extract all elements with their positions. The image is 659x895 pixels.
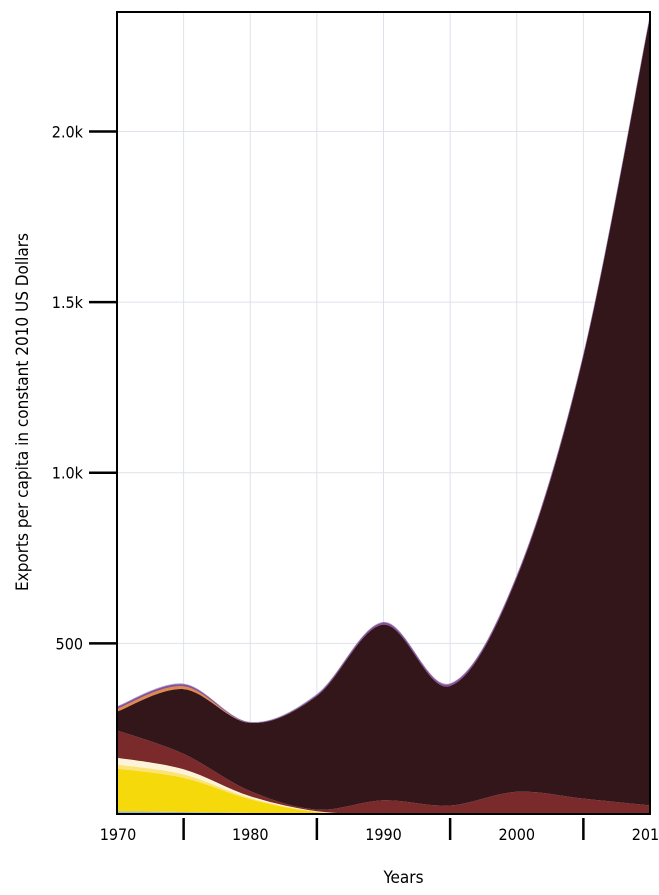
x-axis: 1970 1980 1990 2000 2010 [100, 818, 659, 844]
y-tick-label: 2.0k [52, 122, 84, 141]
x-tick-label: 1970 [100, 825, 137, 844]
y-tick-label: 1.0k [52, 464, 84, 483]
y-tick-label: 1.5k [52, 293, 84, 312]
area-series-6 [117, 17, 650, 810]
x-axis-title: Years [382, 868, 423, 888]
plot-frame [116, 11, 651, 815]
x-tick-label: 1990 [365, 825, 402, 844]
y-axis: 500 1.0k 1.5k 2.0k [52, 122, 117, 653]
y-tick-label: 500 [56, 634, 83, 653]
area-series-2 [117, 768, 650, 815]
grid-lines [117, 12, 650, 814]
area-series-4 [117, 757, 650, 815]
y-axis-title: Exports per capita in constant 2010 US D… [13, 233, 33, 591]
area-series-5 [117, 730, 650, 815]
x-tick-label: 2010 [632, 825, 659, 844]
x-tick-label: 1980 [232, 825, 269, 844]
x-tick-label: 2000 [498, 825, 535, 844]
area-series-3 [117, 764, 650, 815]
